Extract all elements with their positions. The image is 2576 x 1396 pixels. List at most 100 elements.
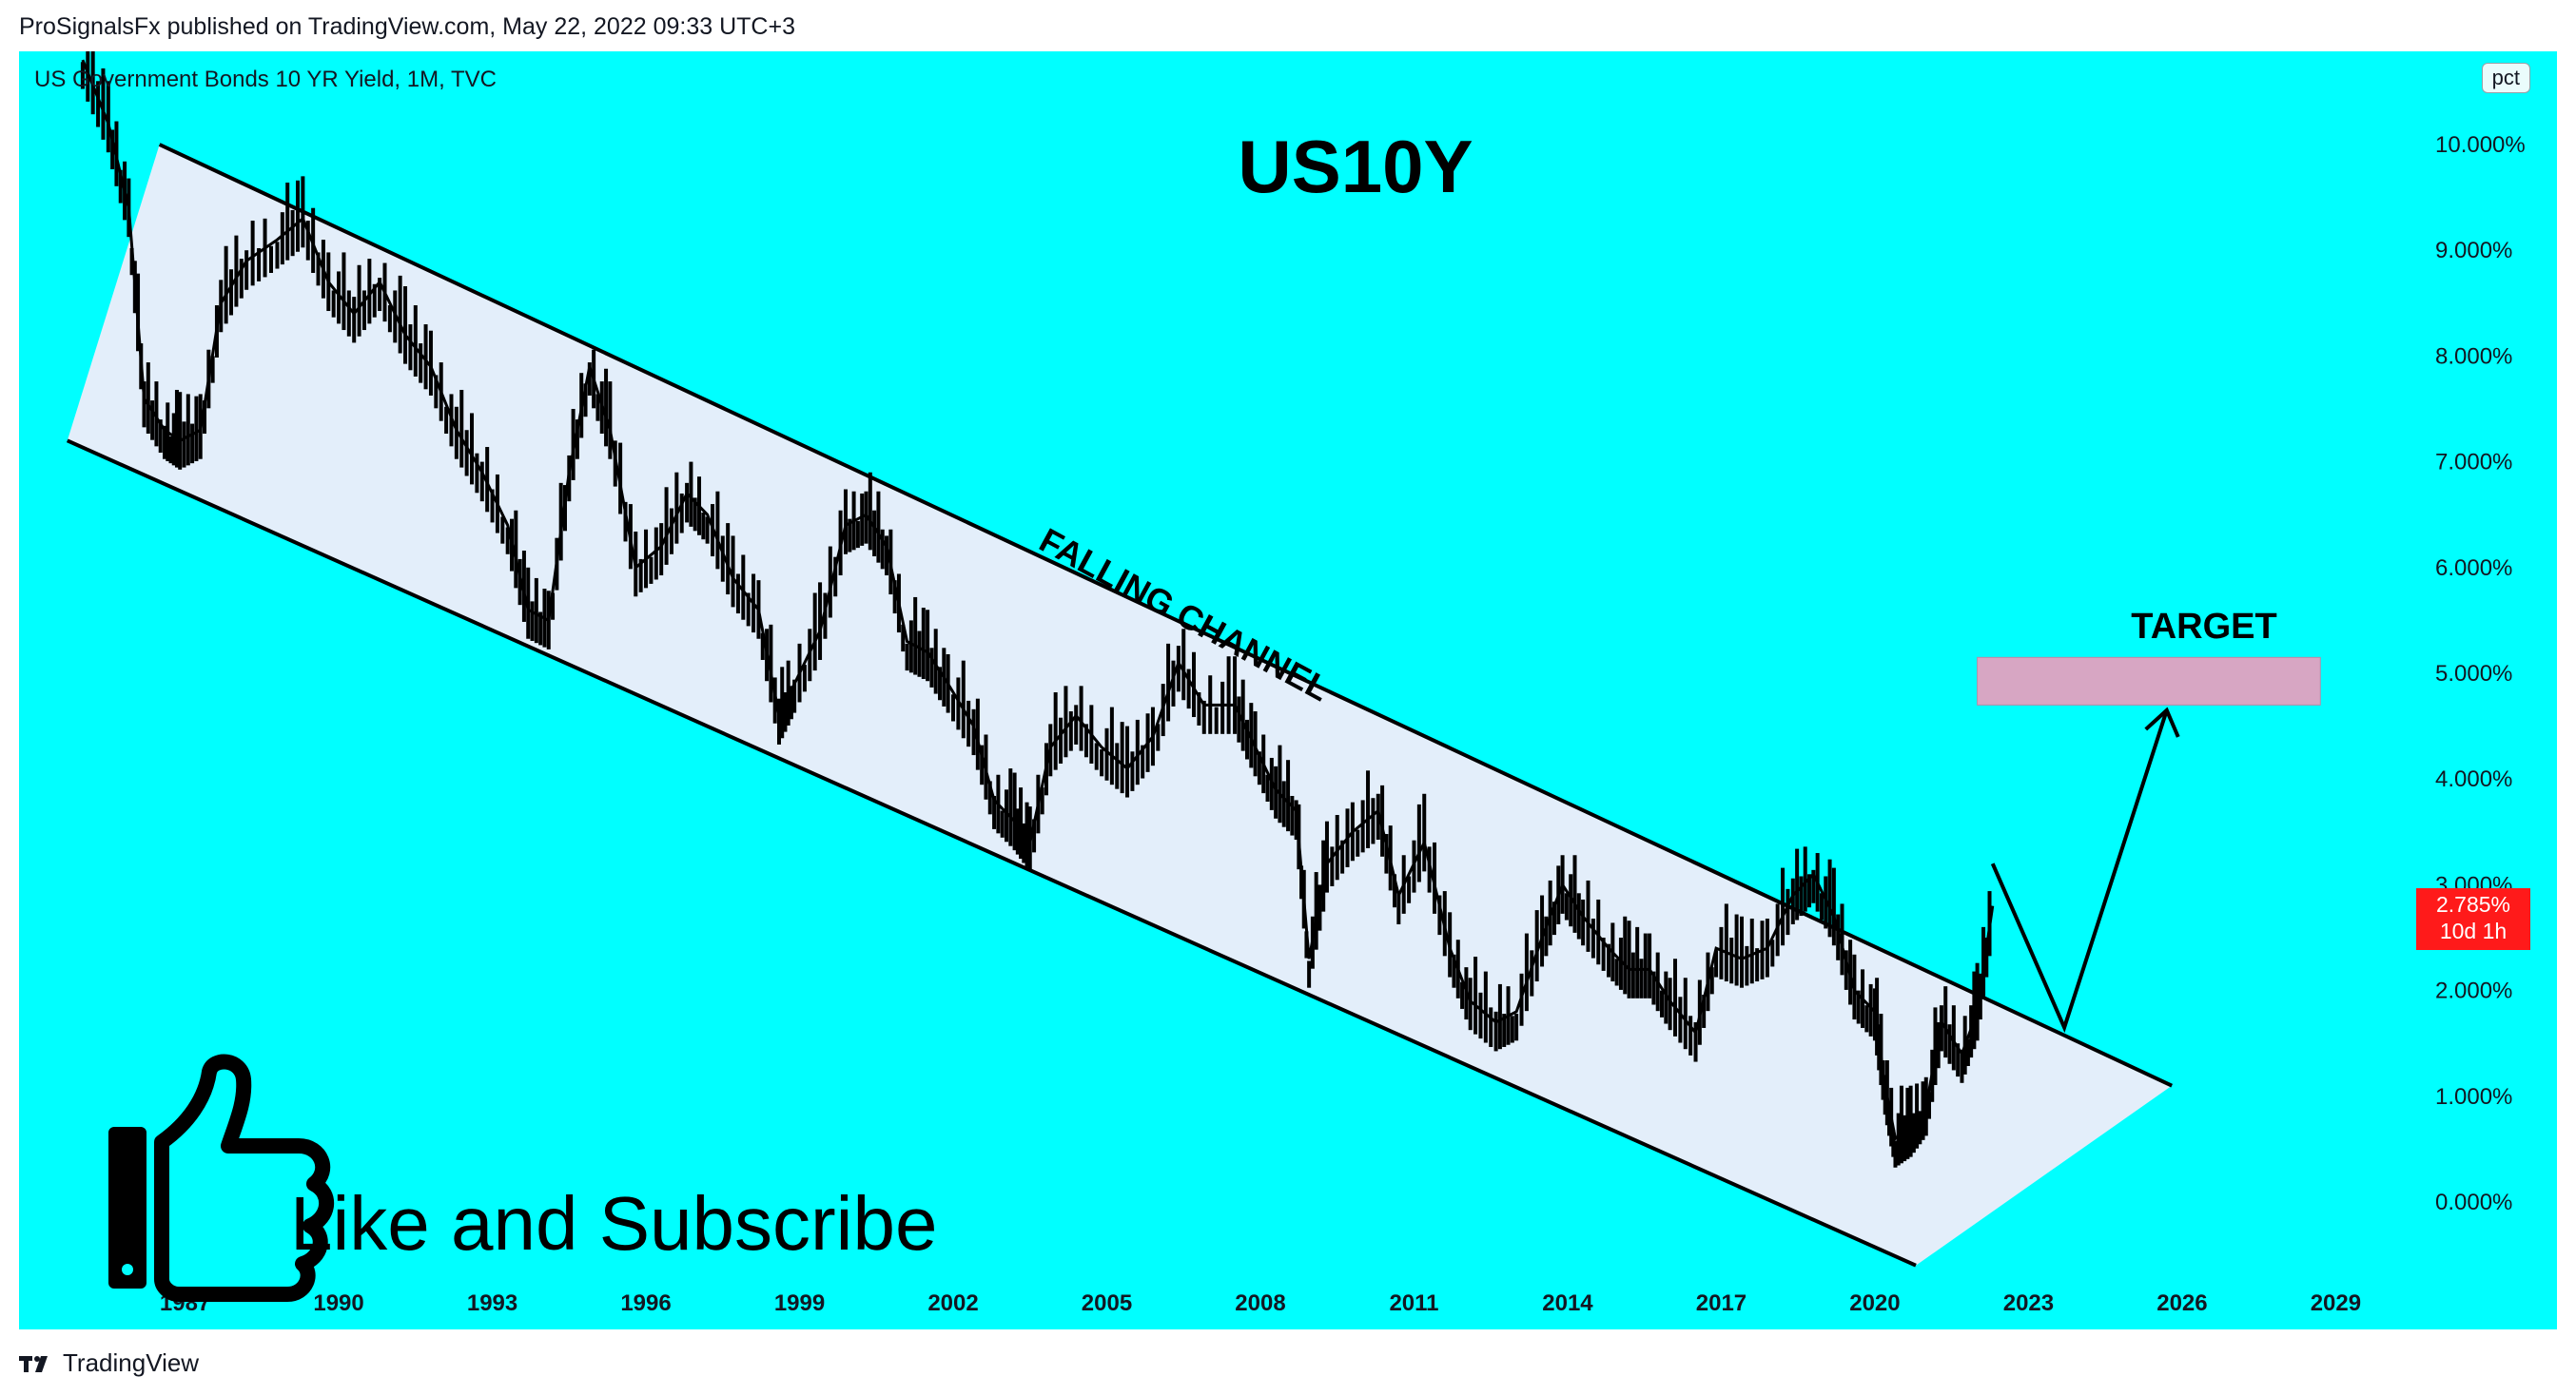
thumbs-up-icon: [108, 1054, 335, 1302]
target-zone[interactable]: [1977, 656, 2321, 706]
candle: [1237, 696, 1241, 743]
candle: [575, 419, 579, 459]
candle: [735, 573, 740, 614]
candle: [855, 520, 860, 549]
candle: [1576, 893, 1581, 940]
candle: [1915, 1083, 1920, 1149]
candle: [1887, 1102, 1892, 1136]
candle: [1623, 916, 1628, 995]
candle: [1651, 971, 1656, 1005]
scale-toggle-button[interactable]: pct: [2481, 63, 2530, 93]
candle: [203, 400, 207, 435]
candle: [1244, 719, 1249, 760]
candle: [485, 447, 490, 513]
candle: [872, 510, 877, 557]
promo-text: Like and Subscribe: [290, 1181, 937, 1266]
candle: [901, 624, 906, 652]
candle: [1493, 1011, 1498, 1052]
candle: [1181, 629, 1186, 701]
candle: [86, 51, 90, 102]
candle: [1249, 703, 1254, 768]
candle: [595, 394, 600, 421]
candle: [980, 745, 985, 785]
chart-svg[interactable]: 10.000% 9.000% 8.000% 7.000% 6.000% 5.000% 4.0…: [19, 51, 2557, 1329]
last-price: 2.785%: [2435, 892, 2510, 917]
header-caption: ProSignalsFx published on TradingView.co…: [19, 13, 795, 40]
candle: [1068, 711, 1073, 751]
candle: [1569, 874, 1573, 927]
x-tick-label: 1993: [467, 1290, 517, 1316]
candle: [654, 527, 658, 580]
candle: [987, 781, 992, 815]
candle: [142, 381, 146, 428]
candle: [715, 491, 720, 570]
candle: [776, 698, 781, 745]
x-tick-label: 2017: [1696, 1290, 1747, 1316]
candle: [1074, 705, 1079, 745]
candle: [234, 235, 239, 307]
channel-lower-line[interactable]: [66, 438, 1917, 1268]
candle: [789, 686, 793, 720]
candle: [1524, 933, 1529, 1012]
candle: [1544, 916, 1549, 957]
candle: [1214, 707, 1219, 734]
candle: [1688, 1016, 1693, 1056]
candle: [185, 394, 190, 466]
candle: [1166, 643, 1171, 722]
candle: [1683, 978, 1688, 1050]
candle: [194, 396, 199, 461]
candle: [454, 406, 459, 459]
candle: [892, 580, 897, 614]
candle: [1478, 992, 1483, 1039]
candle: [583, 383, 588, 417]
candle: [1314, 872, 1318, 950]
candle: [720, 535, 725, 582]
candle: [1943, 986, 1948, 1058]
chart-area[interactable]: 10.000% 9.000% 8.000% 7.000% 6.000% 5.000% 4.0…: [19, 51, 2557, 1329]
candle: [885, 535, 889, 576]
candle: [1903, 1115, 1907, 1162]
candle: [1380, 785, 1385, 857]
x-tick-label: 1999: [774, 1290, 825, 1316]
candle: [96, 81, 101, 127]
candle: [1015, 808, 1020, 855]
candle: [992, 795, 997, 829]
candle: [110, 129, 115, 170]
candle: [182, 421, 186, 468]
candle: [1156, 724, 1161, 751]
tradingview-logo-icon: [19, 1355, 48, 1372]
candle: [1618, 938, 1623, 990]
x-axis: 1987 1990 1993 1996 1999 2002 2005 2008 2011 2014…: [160, 1290, 2361, 1316]
candle: [1233, 656, 1238, 734]
candle: [1452, 954, 1456, 988]
candle: [229, 269, 234, 316]
candle: [1125, 726, 1130, 798]
candle: [1807, 874, 1812, 908]
candle: [938, 667, 943, 701]
footer-brand[interactable]: TradingView: [19, 1348, 199, 1378]
y-tick-label: 4.000%: [2435, 766, 2512, 792]
candle: [1660, 990, 1665, 1018]
candle: [1668, 978, 1672, 1031]
candle: [649, 556, 654, 584]
symbol-label[interactable]: US Government Bonds 10 YR Yield, 1M, TVC: [34, 67, 498, 92]
candle: [1786, 888, 1790, 936]
candle: [860, 493, 865, 546]
candle: [1019, 787, 1024, 860]
candle: [1109, 707, 1114, 785]
candle: [163, 425, 167, 459]
candle: [1803, 846, 1807, 912]
candle: [905, 643, 909, 671]
candle: [1004, 789, 1008, 843]
candle: [961, 660, 966, 739]
candle: [1965, 1038, 1970, 1066]
candle: [1032, 819, 1037, 853]
candle: [1468, 978, 1473, 1031]
candle: [1514, 1014, 1519, 1041]
candle: [1008, 768, 1013, 846]
candle: [880, 529, 885, 570]
candle: [367, 259, 372, 324]
candle: [1433, 842, 1437, 914]
candle: [812, 592, 817, 671]
y-tick-label: 1.000%: [2435, 1084, 2512, 1110]
